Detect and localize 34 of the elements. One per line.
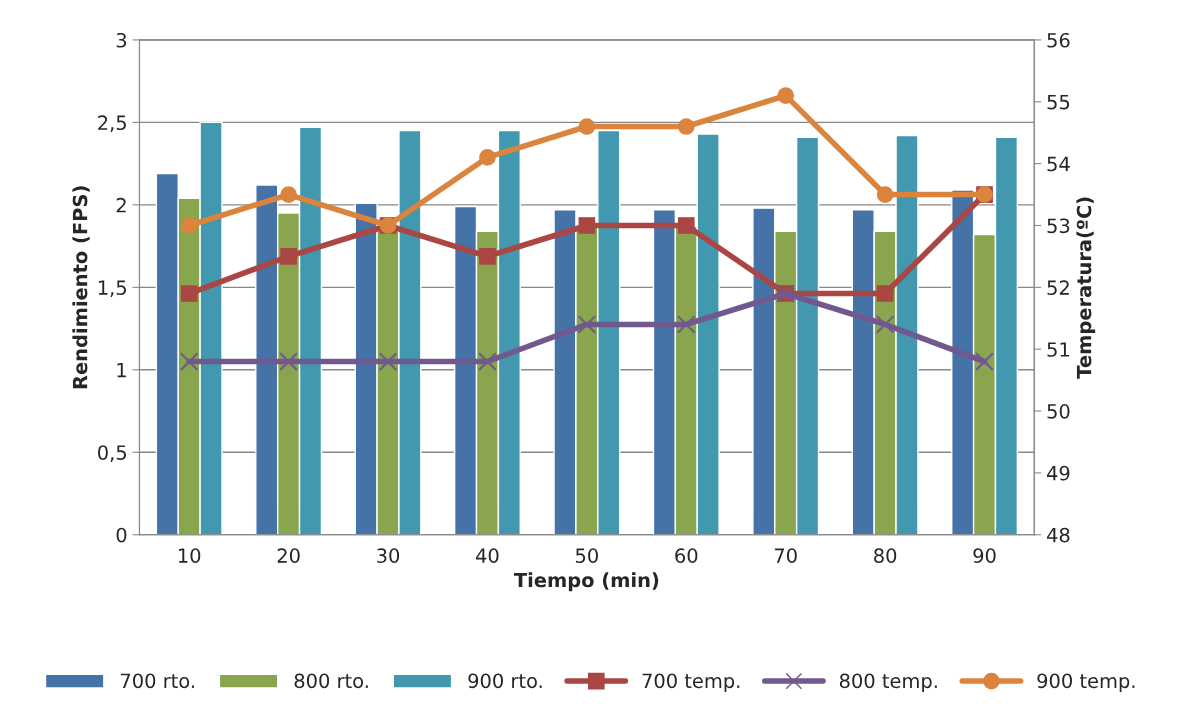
x-tick-label: 30 [377, 548, 400, 563]
x-tick-label: 20 [277, 548, 300, 563]
x-tick-label: 90 [973, 548, 996, 563]
y-tick-label: 2 [116, 197, 126, 213]
y-tick-label: 0 [116, 527, 127, 543]
y2-tick-label: 49 [1047, 465, 1070, 481]
y2-axis-title: Temperatura(ºC) [1076, 197, 1096, 379]
legend-label: 900 temp. [1037, 673, 1135, 692]
y2-tick-label: 56 [1047, 32, 1070, 48]
y2-tick-label: 52 [1047, 280, 1069, 295]
y2-tick-label: 51 [1047, 342, 1069, 357]
y-tick-label: 1 [117, 363, 126, 378]
y2-tick-label: 55 [1047, 94, 1070, 110]
legend-label: 700 temp. [642, 673, 740, 692]
legend-label: 700 rto. [120, 673, 194, 689]
y-tick-label: 2,5 [98, 115, 126, 133]
legend-label: 800 temp. [839, 673, 937, 692]
legend-label: 900 rto. [468, 673, 542, 689]
x-tick-label: 10 [178, 548, 201, 563]
y-tick-label: 1,5 [98, 280, 126, 297]
y-tick-label: 0,5 [98, 445, 126, 462]
y2-tick-label: 48 [1047, 527, 1070, 543]
x-tick-label: 40 [476, 548, 499, 563]
x-axis-title: Tiempo (min) [513, 572, 659, 592]
x-tick-label: 50 [575, 548, 598, 563]
y2-tick-label: 50 [1047, 404, 1070, 419]
y2-tick-label: 54 [1047, 156, 1070, 172]
y2-tick-label: 53 [1047, 218, 1070, 234]
legend-label: 800 rto. [294, 673, 368, 689]
y-tick-label: 3 [116, 32, 127, 48]
x-tick-label: 80 [874, 548, 897, 563]
x-tick-label: 60 [675, 548, 698, 563]
x-tick-label: 70 [774, 548, 797, 563]
y-axis-title: Rendimiento (FPS) [72, 186, 90, 389]
